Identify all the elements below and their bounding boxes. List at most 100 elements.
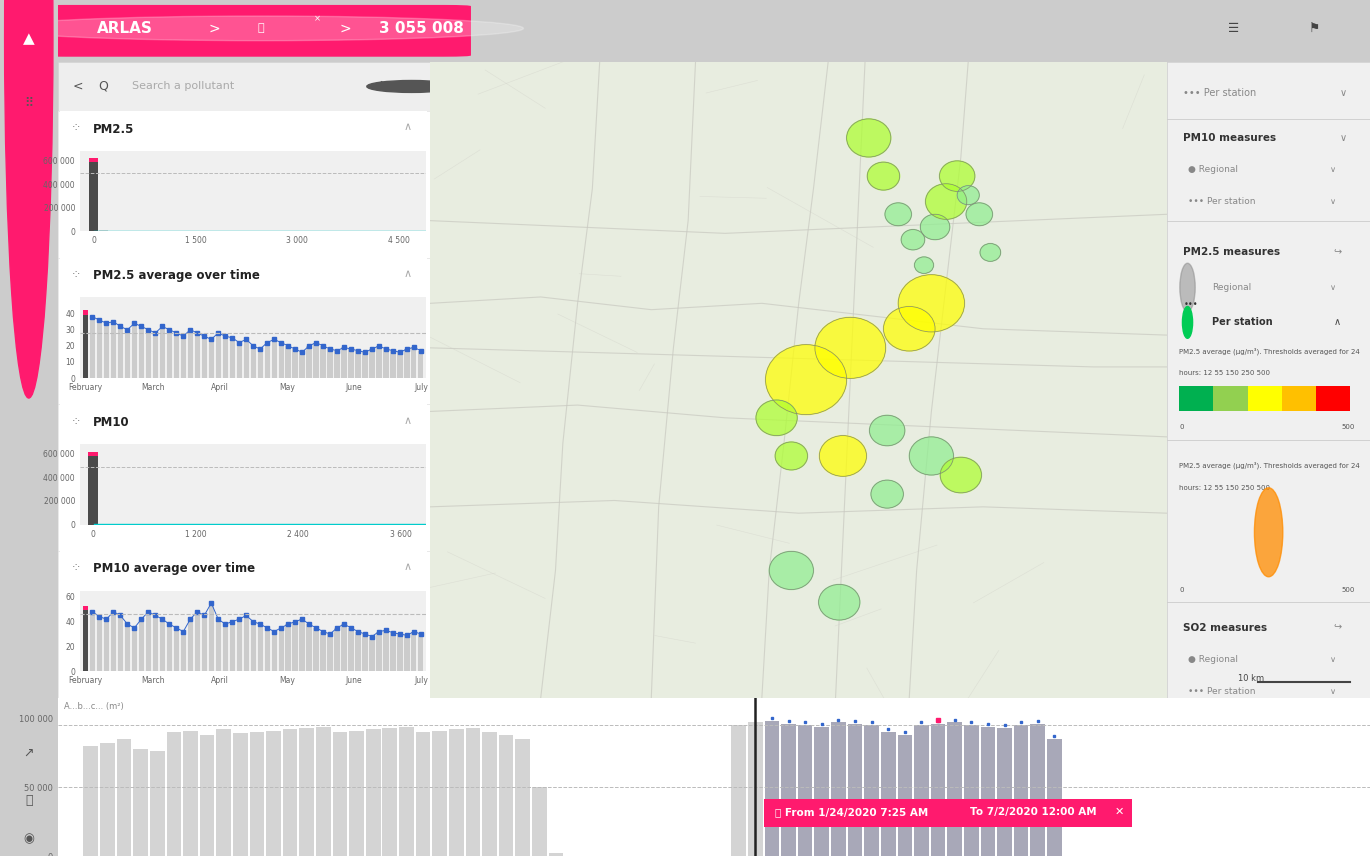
Bar [1214, 386, 1248, 412]
Bar [314, 342, 319, 378]
Bar [215, 619, 221, 671]
Circle shape [819, 436, 866, 476]
Bar [832, 722, 845, 856]
Text: PM2.5: PM2.5 [93, 122, 134, 135]
Text: ● Regional: ● Regional [1188, 165, 1237, 175]
Bar [82, 605, 88, 671]
Text: PM10 average over time: PM10 average over time [93, 562, 255, 575]
Bar [264, 627, 270, 671]
Circle shape [775, 442, 807, 470]
Text: ∧: ∧ [403, 122, 411, 133]
Text: Q: Q [99, 80, 108, 93]
Bar [764, 721, 780, 856]
Bar [366, 729, 381, 856]
Bar [222, 336, 227, 378]
Bar [418, 351, 423, 378]
Bar [411, 348, 416, 378]
Bar [307, 346, 312, 378]
Circle shape [367, 80, 456, 92]
Bar [282, 729, 297, 856]
Circle shape [980, 243, 1000, 261]
Bar [100, 743, 115, 856]
Bar [138, 326, 144, 378]
Text: ◉: ◉ [23, 832, 34, 846]
Bar [278, 342, 284, 378]
FancyBboxPatch shape [38, 5, 471, 56]
Bar [82, 311, 88, 378]
Circle shape [940, 161, 975, 192]
Bar [384, 349, 389, 378]
Text: ⓘ: ⓘ [25, 794, 33, 807]
Bar [90, 612, 95, 671]
Text: >: > [208, 21, 221, 35]
Bar [100, 524, 110, 525]
Circle shape [819, 585, 860, 620]
Bar [292, 349, 297, 378]
Text: 500: 500 [1341, 586, 1355, 592]
Bar [271, 632, 277, 671]
Bar [82, 605, 88, 610]
Bar [300, 619, 304, 671]
Bar [216, 729, 232, 856]
Bar [449, 729, 463, 856]
Bar [781, 724, 796, 856]
Bar [418, 634, 423, 671]
Bar [362, 634, 367, 671]
Bar [174, 333, 179, 378]
Text: ∨: ∨ [1329, 655, 1336, 664]
Bar [237, 619, 242, 671]
Bar [89, 158, 97, 231]
Text: ••• Per station: ••• Per station [1188, 197, 1255, 206]
Bar [104, 619, 110, 671]
Text: 🕐 From 1/24/2020 7:25 AM: 🕐 From 1/24/2020 7:25 AM [775, 807, 929, 817]
Text: ☰: ☰ [1345, 22, 1356, 35]
Bar [349, 731, 364, 856]
Bar [149, 752, 164, 856]
Text: >: > [340, 21, 351, 35]
Circle shape [4, 0, 53, 398]
Text: <: < [73, 80, 84, 93]
Bar [188, 330, 193, 378]
Bar [200, 734, 214, 856]
Text: hours: 12 55 150 250 500: hours: 12 55 150 250 500 [1180, 484, 1270, 490]
Bar [145, 612, 151, 671]
Bar [89, 158, 97, 162]
Circle shape [901, 229, 925, 250]
Text: ↪: ↪ [1333, 247, 1341, 258]
Bar [377, 346, 382, 378]
Bar [1180, 386, 1214, 412]
Text: ∧: ∧ [403, 562, 411, 572]
Circle shape [884, 306, 936, 351]
Bar [111, 322, 116, 378]
Bar [111, 612, 116, 671]
Bar [930, 724, 945, 856]
Bar [981, 727, 995, 856]
Bar [482, 732, 497, 856]
Bar [195, 612, 200, 671]
Text: ☰: ☰ [1228, 22, 1240, 35]
Circle shape [1182, 306, 1192, 338]
Text: PM10: PM10 [93, 416, 130, 429]
Bar [781, 724, 796, 856]
Bar [97, 320, 103, 378]
Bar [278, 627, 284, 671]
Bar [125, 330, 130, 378]
Bar [258, 624, 263, 671]
Bar [914, 725, 929, 856]
Text: ∧: ∧ [403, 415, 411, 425]
Bar [118, 615, 123, 671]
Bar [397, 353, 403, 378]
Circle shape [1180, 264, 1195, 312]
Circle shape [0, 16, 523, 41]
Circle shape [847, 119, 890, 157]
Bar [271, 339, 277, 378]
Bar [1281, 386, 1315, 412]
Text: Regional: Regional [1212, 283, 1251, 292]
Bar [764, 721, 780, 856]
Text: ∨: ∨ [1329, 687, 1336, 696]
Bar [132, 627, 137, 671]
Bar [399, 727, 414, 856]
Bar [188, 619, 193, 671]
Text: ∧: ∧ [403, 269, 411, 279]
Bar [1030, 724, 1045, 856]
